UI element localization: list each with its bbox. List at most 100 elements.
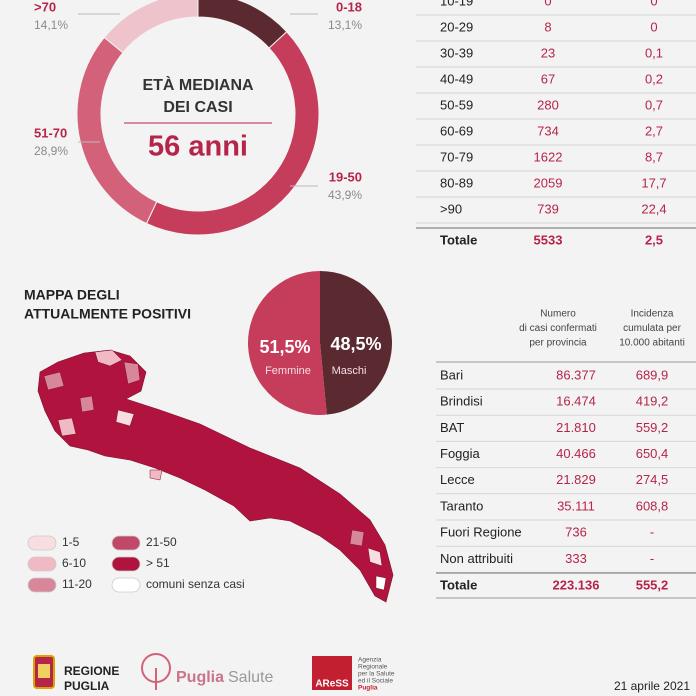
table-cell: 650,4 [636,446,669,461]
logo-text: Regionale [358,664,388,671]
table-cell: 689,9 [636,367,669,382]
total-cell: 2,5 [645,232,663,247]
map-area [375,575,387,591]
row-label: Taranto [440,498,483,513]
puglia-salute-logo: Puglia Salute [141,653,273,690]
legend-label: 1-5 [62,535,80,549]
aress-logo: AReSS Agenzia Regionale per la Salute ed… [312,656,395,692]
crest-detail [38,664,50,678]
map-area [94,349,123,367]
table-cell: 21.810 [556,420,596,435]
column-header: di casi confermati [519,323,597,334]
row-label: Foggia [440,446,481,461]
table-cell: 17,7 [641,175,666,190]
table-cell: 734 [537,123,559,138]
total-cell: Totale [440,232,477,247]
footer: REGIONE PUGLIA Puglia Salute AReSS Agenz… [33,653,690,693]
row-label: 20-29 [440,19,473,34]
table-cell: - [650,525,654,540]
segment-value: 28,9% [34,144,68,158]
median-age: 56 anni [148,131,248,163]
legend-swatch [111,535,141,551]
table-cell: 22,4 [641,201,666,216]
table-cell: 274,5 [636,472,669,487]
map-area [123,361,141,385]
age-donut: 0-18 13,1% 19-50 43,9% 51-70 28,9% >70 14,1% [34,0,362,236]
row-label: Bari [440,367,463,382]
column-header: cumulata per [623,323,681,334]
row-label: 40-49 [440,71,473,86]
column-header: Incidenza [631,309,674,320]
table-cell: 736 [565,525,587,540]
age-table: 10-19 0 0 20-29 8 0 30-39 23 0,1 40-49 67 0,2 50-59 2… [416,0,696,247]
pie-slice [248,271,327,415]
segment-value: 43,9% [328,188,362,202]
puglia-map [37,349,394,603]
map-area [57,417,77,437]
row-label: 80-89 [440,175,473,190]
table-cell: 2,7 [645,123,663,138]
logo-text: Salute [228,669,273,686]
legend-label: 11-20 [62,577,92,591]
table-cell: 0 [544,0,551,8]
table-cell: 0,2 [645,71,663,86]
total-cell: 223.136 [553,577,600,592]
row-label: Lecce [440,472,475,487]
table-cell: 0,7 [645,97,663,112]
donut-title: DEI CASI [163,99,232,116]
table-cell: 67 [541,71,555,86]
logo-box [312,656,352,690]
table-cell: 419,2 [636,394,669,409]
table-cell: 0 [650,0,657,8]
table-cell: 739 [537,201,559,216]
sex-pie: 48,5% Maschi 51,5% Femmine [248,271,393,415]
logo-text: Agenzia [358,657,382,664]
segment-value: 14,1% [34,18,68,32]
logo-text: Puglia [176,669,224,686]
segment-label: >70 [34,0,56,14]
pie-value: 51,5% [259,337,310,357]
row-label: 70-79 [440,149,473,164]
map-legend: 1-5 6-10 11-20 21-50 > 51 comuni senza casi [27,535,245,593]
legend-swatch [111,577,141,593]
table-cell: - [650,551,654,566]
legend-swatch [111,556,141,572]
map-area [149,469,163,481]
pie-label: Femmine [265,365,311,377]
table-cell: 280 [537,97,559,112]
row-label: Fuori Regione [440,525,522,540]
row-label: >90 [440,201,462,216]
table-cell: 23 [541,45,555,60]
table-cell: 559,2 [636,420,669,435]
logo-text: per la Salute [358,671,395,678]
legend-label: 6-10 [62,556,86,570]
total-cell: 555,2 [636,577,669,592]
logo-text: AReSS [315,679,349,690]
table-cell: 0 [650,19,657,34]
table-cell: 86.377 [556,367,596,382]
legend-swatch [27,556,57,572]
row-label: 60-69 [440,123,473,138]
legend-label: 21-50 [146,535,177,549]
legend-swatch [27,577,57,593]
segment-value: 13,1% [328,18,362,32]
table-cell: 608,8 [636,498,669,513]
column-header: per provincia [529,338,587,349]
table-cell: 21.829 [556,472,596,487]
legend-label: > 51 [146,556,170,570]
table-cell: 8 [544,19,551,34]
table-cell: 2059 [534,175,563,190]
map-title: MAPPA DEGLI [24,287,120,303]
table-cell: 1622 [534,149,563,164]
column-header: 10.000 abitanti [619,338,685,349]
pie-slice [320,271,393,415]
map-area [115,409,135,427]
map-area [79,395,95,413]
table-cell: 8,7 [645,149,663,164]
donut-title: ETÀ MEDIANA [142,75,254,94]
legend-swatch [27,535,57,551]
table-cell: 35.111 [557,498,595,513]
map-area [43,371,65,391]
table-cell: 40.466 [556,446,596,461]
